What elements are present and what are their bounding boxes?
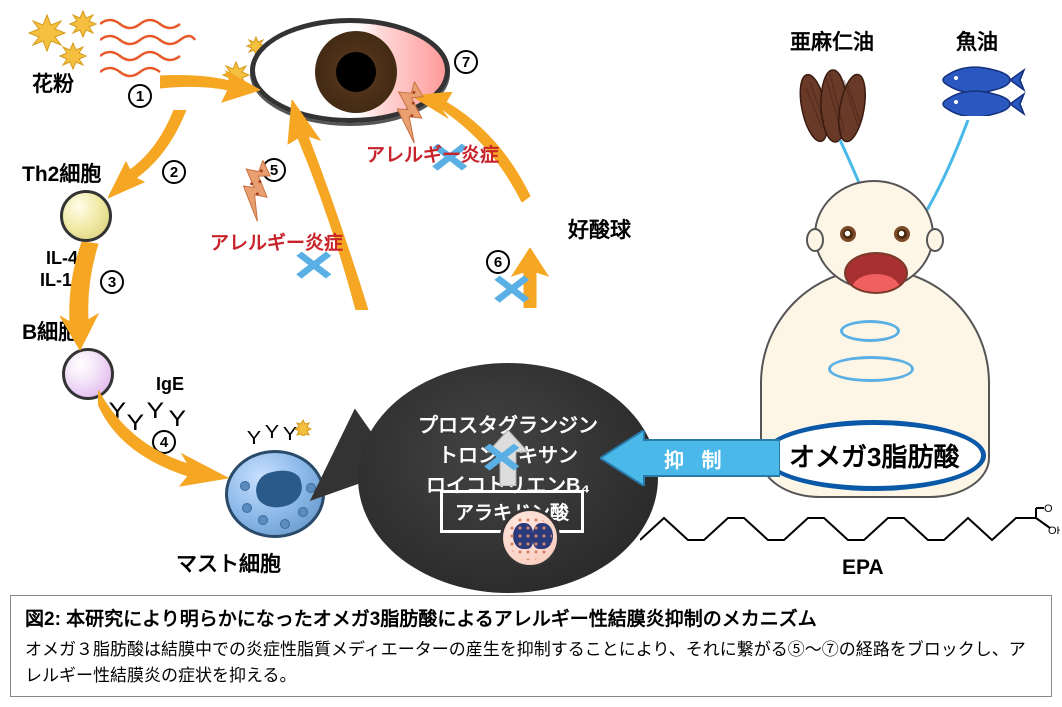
eosino-label: 好酸球 [568, 214, 631, 244]
fish-icon [936, 56, 1026, 116]
body-ring [840, 320, 900, 342]
eosino-nucleus [533, 523, 553, 549]
granule [258, 515, 268, 525]
eosino-nucleus [513, 523, 533, 549]
pupil [336, 52, 376, 92]
caption-body: オメガ３脂肪酸は結膜中での炎症性脂質メディエーターの産生を抑制することにより、そ… [25, 637, 1037, 688]
th2-cell-icon [60, 190, 112, 242]
svg-text:OH: OH [1048, 525, 1060, 537]
eosinophil-icon [500, 508, 560, 568]
flax-label: 亜麻仁油 [790, 26, 874, 56]
step-num: 1 [136, 88, 144, 105]
person-mouth-icon [844, 252, 908, 294]
step-num: 7 [462, 54, 470, 71]
person-ear-icon [926, 228, 944, 252]
person-eye-icon [840, 226, 856, 242]
arrow-eye-th2 [108, 110, 198, 200]
caption-title: 図2: 本研究により明らかになったオメガ3脂肪酸によるアレルギー性結膜炎抑制のメ… [25, 604, 1037, 631]
mast-label: マスト細胞 [176, 548, 281, 578]
person-eye-icon [894, 226, 910, 242]
th2-label: Th2細胞 [22, 158, 101, 188]
epa-label: EPA [842, 556, 884, 580]
ige-receptor-icon: Y [247, 428, 261, 449]
ige-receptor-icon: Y [265, 422, 279, 443]
diagram-canvas: 花粉 1 2 3 4 5 6 7 Th2細胞 IL-4 IL-13 B細胞 Ig… [0, 0, 1062, 600]
flax-icon [794, 58, 870, 148]
fishoil-label: 魚油 [956, 26, 998, 56]
granule [298, 507, 308, 517]
x-mark-bubble: × [481, 426, 522, 488]
pollen-label: 花粉 [32, 68, 74, 98]
omega3-oval: オメガ3脂肪酸 [762, 420, 986, 491]
body-ring [828, 356, 914, 382]
suppress-label: 抑 制 [664, 444, 728, 473]
granule [242, 503, 252, 513]
step-1: 1 [128, 84, 152, 108]
arrow-th2-bcell [60, 242, 110, 352]
omega3-label: オメガ3脂肪酸 [789, 442, 959, 472]
pollen-on-mast-icon [294, 418, 312, 436]
arrow-bcell-mast [98, 390, 238, 490]
figure-caption: 図2: 本研究により明らかになったオメガ3脂肪酸によるアレルギー性結膜炎抑制のメ… [10, 595, 1052, 697]
granule [240, 481, 250, 491]
x-mark-6: × [491, 258, 532, 320]
granule [280, 519, 290, 529]
step-7: 7 [454, 50, 478, 74]
allergy-label-5: アレルギー炎症 [210, 228, 343, 255]
svg-text:O: O [1044, 503, 1053, 515]
epa-structure-icon: O OH [640, 500, 1060, 550]
person-ear-icon [806, 228, 824, 252]
allergy-label-7: アレルギー炎症 [366, 140, 499, 167]
person-head-icon [814, 180, 934, 290]
